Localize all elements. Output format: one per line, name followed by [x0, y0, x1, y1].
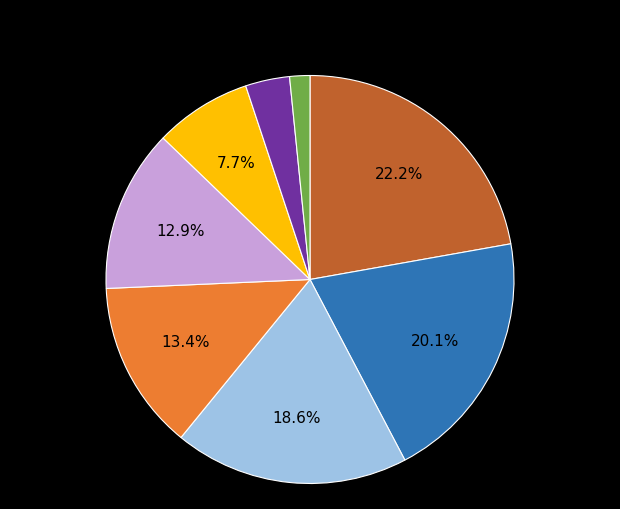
Text: 22.2%: 22.2%: [375, 166, 423, 181]
Wedge shape: [246, 77, 310, 280]
Text: 7.7%: 7.7%: [216, 155, 255, 171]
Wedge shape: [106, 280, 310, 438]
Text: 20.1%: 20.1%: [410, 333, 459, 348]
Wedge shape: [181, 280, 405, 484]
Wedge shape: [310, 244, 514, 460]
Text: 12.9%: 12.9%: [156, 223, 205, 239]
Wedge shape: [290, 76, 310, 280]
Wedge shape: [106, 139, 310, 289]
Wedge shape: [163, 87, 310, 280]
Text: 18.6%: 18.6%: [272, 410, 321, 425]
Text: 13.4%: 13.4%: [162, 334, 210, 350]
Wedge shape: [310, 76, 511, 280]
